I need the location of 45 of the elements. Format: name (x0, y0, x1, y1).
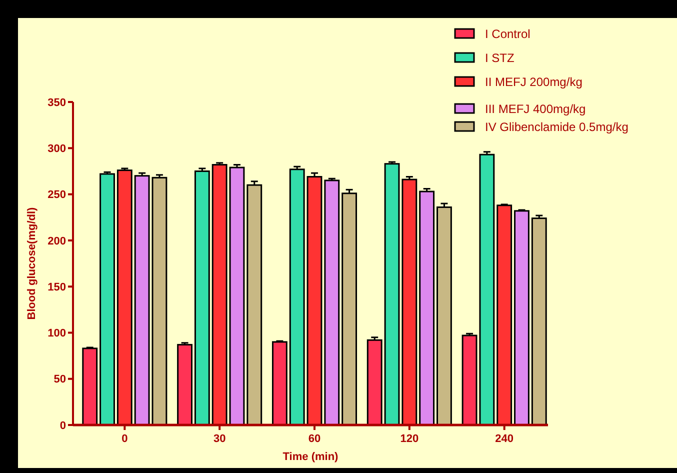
x-tick-label: 0 (122, 433, 128, 445)
bar (402, 178, 418, 426)
bar (246, 184, 262, 426)
y-tick-label: 350 (48, 96, 66, 109)
bar (531, 218, 547, 426)
y-tick-label: 300 (48, 142, 66, 155)
bar (82, 348, 98, 426)
bar (100, 173, 115, 426)
y-tick-label: 150 (48, 281, 66, 294)
bar (436, 206, 452, 426)
bar (324, 180, 340, 426)
bar (212, 164, 228, 426)
bar (306, 176, 322, 426)
bar (116, 170, 132, 426)
bar (342, 192, 358, 426)
bar (384, 163, 400, 426)
y-tick-label: 50 (54, 374, 66, 386)
legend-label: III MEFJ 400mg/kg (485, 102, 586, 116)
bar (194, 170, 210, 426)
y-axis-title: Blood glucose(mg/dl) (26, 206, 38, 320)
bar (152, 176, 168, 426)
legend-label: IV Glibenclamide 0.5mg/kg (485, 120, 628, 134)
bar (462, 334, 478, 426)
y-tick-label: 100 (48, 328, 66, 340)
y-tick-label: 0 (60, 420, 66, 432)
x-tick-label: 60 (308, 433, 321, 445)
y-tick-label: 200 (48, 235, 66, 248)
legend-label: I STZ (485, 51, 514, 66)
bar (134, 175, 150, 426)
legend-label: II MEFJ 200mg/kg (485, 75, 582, 90)
bar (177, 344, 192, 426)
bar (289, 168, 305, 426)
bar (272, 341, 288, 426)
x-tick-label: 30 (213, 433, 226, 445)
bar (479, 154, 495, 426)
y-tick-label: 250 (48, 189, 66, 202)
bar (419, 190, 435, 426)
bar (366, 339, 382, 426)
bar (514, 210, 530, 426)
x-tick-label: 240 (495, 433, 514, 445)
x-axis-title: Time (min) (282, 451, 339, 463)
x-tick-label: 120 (400, 433, 419, 445)
bar (496, 204, 512, 426)
legend-label: I Control (485, 27, 530, 42)
bar (229, 166, 245, 426)
